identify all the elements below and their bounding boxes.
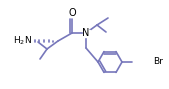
Text: O: O — [68, 8, 76, 18]
Text: H$_2$N: H$_2$N — [13, 35, 31, 47]
Text: N: N — [82, 28, 90, 38]
Bar — [69, 10, 75, 16]
Text: Br: Br — [153, 57, 163, 66]
Bar — [82, 29, 90, 36]
